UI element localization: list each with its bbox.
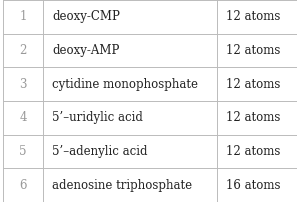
Text: 12 atoms: 12 atoms [226, 145, 280, 158]
Text: 12 atoms: 12 atoms [226, 44, 280, 57]
Text: deoxy-AMP: deoxy-AMP [52, 44, 119, 57]
Text: 6: 6 [19, 179, 27, 192]
Text: 5’–adenylic acid: 5’–adenylic acid [52, 145, 148, 158]
Text: 16 atoms: 16 atoms [226, 179, 280, 192]
Text: 12 atoms: 12 atoms [226, 10, 280, 23]
Text: 12 atoms: 12 atoms [226, 78, 280, 91]
Text: 5’–uridylic acid: 5’–uridylic acid [52, 111, 143, 124]
Text: 4: 4 [19, 111, 27, 124]
Text: 2: 2 [19, 44, 27, 57]
Text: deoxy-CMP: deoxy-CMP [52, 10, 120, 23]
Text: 1: 1 [19, 10, 27, 23]
Text: cytidine monophosphate: cytidine monophosphate [52, 78, 198, 91]
Text: adenosine triphosphate: adenosine triphosphate [52, 179, 192, 192]
Text: 5: 5 [19, 145, 27, 158]
Text: 12 atoms: 12 atoms [226, 111, 280, 124]
Text: 3: 3 [19, 78, 27, 91]
